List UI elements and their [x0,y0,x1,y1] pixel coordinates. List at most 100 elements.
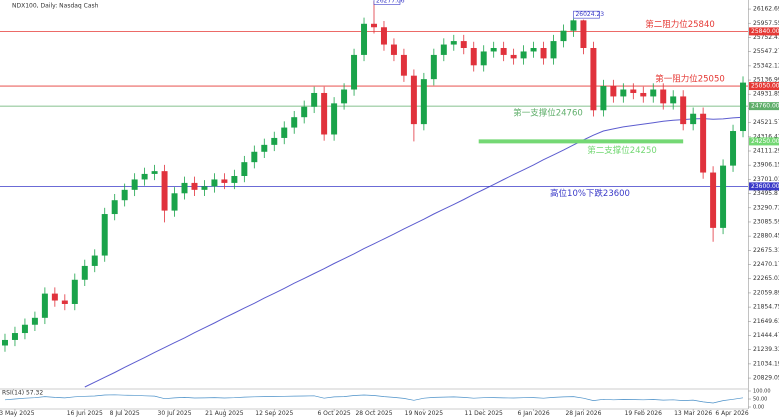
candle-body [620,89,627,97]
y-tick-label: 25752.41 [753,34,779,41]
candle-body [51,293,58,301]
y-tick-label: 21239.33 [753,346,779,353]
candle-body [690,113,697,125]
candle-body [261,144,268,152]
candle-body [610,86,617,97]
x-tick-label: 6 Apr 2026 [715,410,748,417]
y-tick-label: 21649.61 [753,318,779,325]
rsi-tick-label: 0.00 [753,405,764,411]
level-axis-label: 24250.00 [751,138,779,145]
candle-body [710,172,717,228]
candle-body [201,186,208,190]
level-axis-label: 23600.00 [751,183,779,190]
candle-body [480,51,487,66]
candle-body [311,92,318,107]
y-tick-label: 26162.69 [753,6,779,13]
y-tick-label: 25136.99 [753,77,779,84]
candle-body [380,27,387,45]
x-tick-label: 6 Jan 2026 [517,410,549,417]
x-tick-label: 11 Dec 2025 [465,410,504,417]
candle-body [430,54,437,80]
candle-body [91,255,98,266]
candle-body [640,92,647,97]
candle-body [440,44,447,55]
x-tick-label: 16 Jun 2025 [67,410,103,417]
candle-body [1,339,8,346]
x-tick-label: 6 Oct 2025 [317,410,350,417]
y-tick-label: 22470.17 [753,261,779,268]
y-tick-label: 22265.03 [753,275,779,282]
x-tick-label: 30 Jul 2025 [158,410,192,417]
candle-body [600,86,607,111]
candle-body [291,117,298,128]
level-label: 第一阻力位25050 [655,74,725,85]
candle-body [11,333,18,340]
candle-body [111,200,118,215]
candle-body [121,189,128,201]
level-label: 第二支撑位24250 [587,145,657,156]
rsi-tick-label: 100.00 [753,389,771,395]
level-axis-box [749,102,779,111]
peak-box [573,10,600,19]
candle-body [550,41,557,59]
rsi-tick-label: 50.00 [753,397,767,403]
candle-body [61,300,68,304]
y-tick-label: 22675.31 [753,247,779,254]
level-axis-box [749,182,779,191]
level-axis-box [749,82,779,91]
level-axis-box [749,137,779,146]
peak-label: 26277.06 [376,0,405,5]
candle-body [221,179,228,183]
x-tick-label: 19 Feb 2026 [625,410,663,417]
y-tick-label: 21034.19 [753,360,779,367]
candle-body [560,30,567,42]
y-tick-label: 22880.45 [753,233,779,240]
y-tick-label: 24316.43 [753,133,779,140]
candle-body [281,127,288,138]
y-tick-label: 23085.59 [753,218,779,225]
y-tick-label: 24111.29 [753,147,779,154]
y-tick-label: 21444.47 [753,332,779,339]
candle-body [460,41,467,49]
candle-body [161,171,168,211]
candle-body [131,179,138,190]
candle-body [81,265,88,280]
candle-body [211,179,218,187]
candle-body [301,106,308,118]
x-tick-label: 23 May 2025 [0,410,35,417]
y-tick-label: 25342.13 [753,62,779,69]
chart-title: NDX100, Daily: Nasdaq Cash [12,3,99,10]
candle-body [570,20,577,31]
level-axis-label: 24760.00 [751,103,779,110]
x-tick-label: 12 Sep 2025 [255,410,293,417]
candle-body [470,48,477,66]
level-label: 第一支撑位24760 [513,108,583,119]
candle-body [71,279,78,304]
candle-body [101,214,108,256]
level-axis-label: 25840.00 [751,28,779,35]
candle-body [341,89,348,104]
candle-body [410,75,417,125]
y-tick-label: 23495.87 [753,190,779,197]
candle-body [271,137,278,145]
level-label: 高位10%下跌23600 [550,188,630,199]
x-tick-label: 13 Mar 2026 [674,410,712,417]
rsi-line [4,394,744,404]
candle-body [151,171,158,174]
candle-body [510,54,517,59]
level-axis-box [749,27,779,36]
peak-label: 26024.23 [575,11,604,18]
candle-body [700,113,707,173]
candle-body [420,79,427,125]
candle-body [500,48,507,55]
candle-body [730,131,737,166]
candle-body [191,182,198,190]
y-tick-label: 25957.55 [753,20,779,27]
candle-body [361,23,368,55]
candle-body [530,48,537,52]
y-tick-label: 23906.15 [753,162,779,169]
candle-body [740,82,747,132]
y-tick-label: 23701.01 [753,176,779,183]
